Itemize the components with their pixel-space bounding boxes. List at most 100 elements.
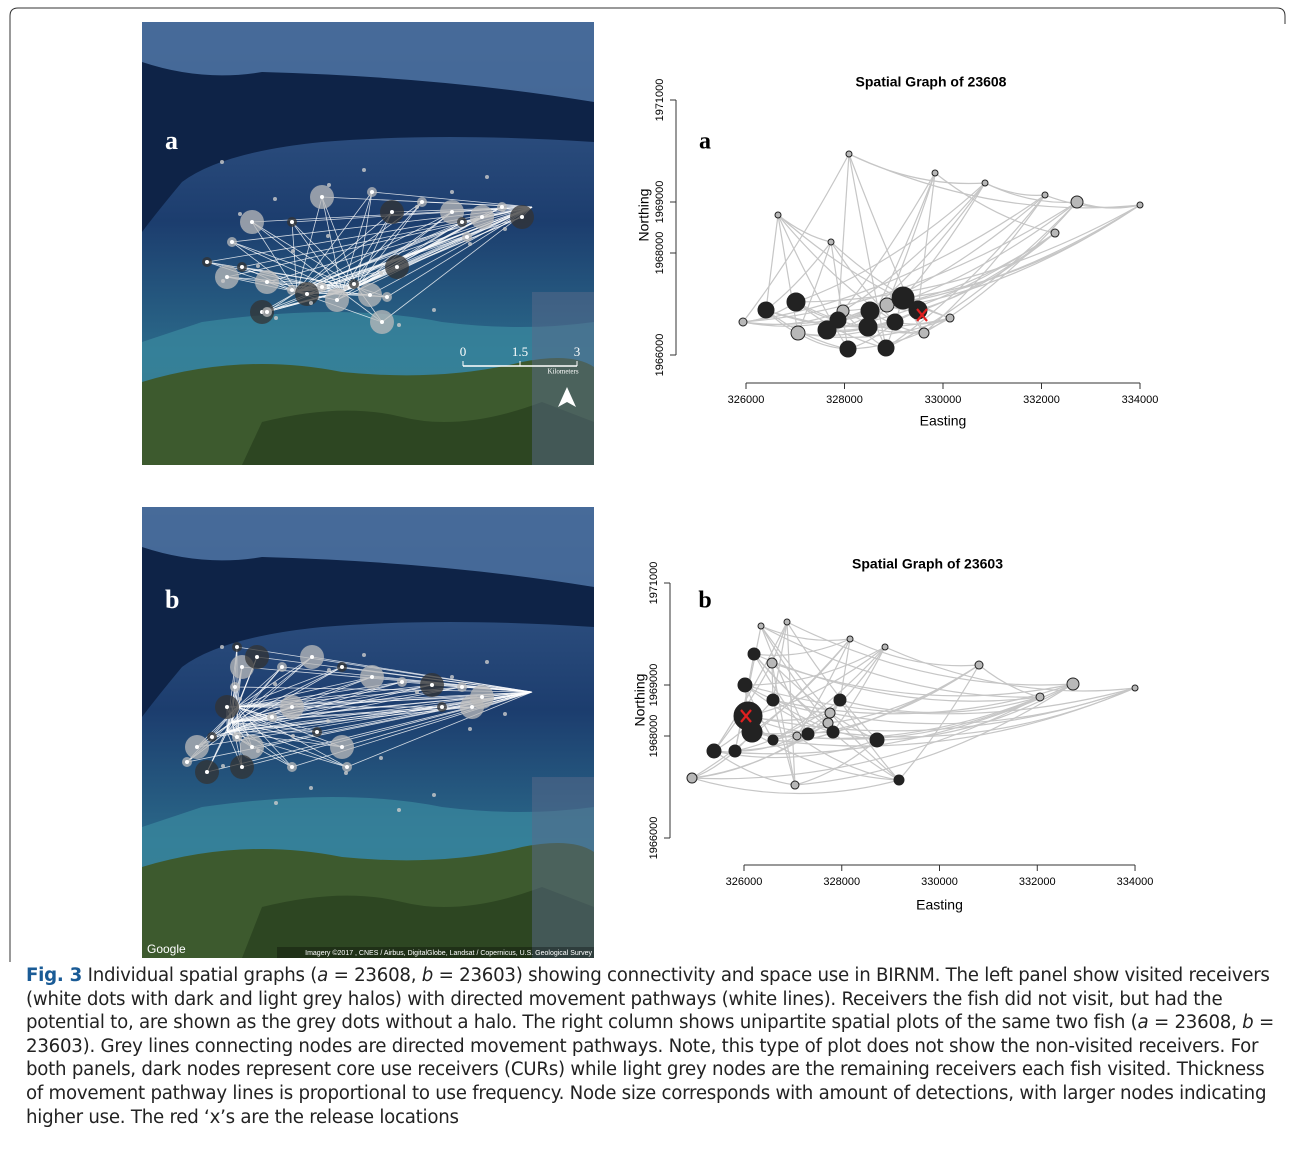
node bbox=[833, 693, 847, 707]
map-path bbox=[291, 691, 533, 768]
map-path bbox=[346, 691, 533, 768]
node bbox=[738, 317, 748, 327]
node bbox=[829, 311, 847, 329]
map-receiver bbox=[233, 685, 237, 689]
map-receiver bbox=[240, 665, 244, 669]
map-path bbox=[341, 691, 533, 748]
map-receiver bbox=[195, 745, 199, 749]
map-unvisited bbox=[326, 234, 330, 238]
map-logo: Google bbox=[147, 942, 186, 956]
edge bbox=[884, 646, 1136, 692]
node bbox=[824, 707, 836, 719]
edge bbox=[691, 777, 900, 795]
map-unvisited bbox=[273, 682, 277, 686]
node bbox=[801, 727, 815, 741]
y-axis-label: Northing bbox=[632, 674, 648, 727]
edge bbox=[777, 214, 951, 319]
edge bbox=[713, 750, 796, 786]
map-path bbox=[296, 236, 468, 293]
node bbox=[766, 657, 778, 669]
caption: Fig. 3 Individual spatial graphs (a = 23… bbox=[26, 964, 1276, 1129]
chart: Spatial Graph of 23603 b Easting Northing 32… bbox=[632, 556, 1154, 913]
map-unvisited bbox=[503, 227, 507, 231]
node bbox=[790, 325, 806, 341]
map-path bbox=[296, 206, 503, 293]
map-receiver bbox=[280, 665, 284, 669]
y-tick-label: 1969000 bbox=[648, 664, 660, 707]
map-receiver bbox=[250, 220, 254, 224]
x-tick-label: 326000 bbox=[728, 394, 765, 406]
map-unvisited bbox=[220, 645, 224, 649]
map-receiver bbox=[450, 210, 454, 214]
node bbox=[860, 301, 880, 321]
edge bbox=[747, 646, 886, 717]
map-receiver bbox=[210, 735, 214, 739]
map-path bbox=[296, 211, 453, 293]
map-path bbox=[231, 666, 343, 723]
edge bbox=[984, 182, 1046, 196]
map-path bbox=[226, 706, 473, 733]
edge bbox=[1044, 194, 1141, 209]
map-unvisited bbox=[468, 242, 472, 246]
frame bbox=[9, 7, 1286, 962]
node bbox=[1050, 228, 1060, 238]
map-receiver bbox=[400, 680, 404, 684]
map-receiver bbox=[480, 695, 484, 699]
node bbox=[1035, 692, 1045, 702]
edge bbox=[796, 696, 1041, 740]
map-unvisited bbox=[327, 668, 331, 672]
caption-run: a bbox=[1137, 1012, 1149, 1034]
edge bbox=[772, 621, 788, 701]
x-axis-label: Easting bbox=[916, 897, 963, 913]
x-tick-label: 330000 bbox=[921, 876, 958, 888]
edge bbox=[797, 317, 951, 339]
edge bbox=[760, 625, 1041, 698]
map-credit: Imagery ©2017 , CNES / Airbus, DigitalGl… bbox=[305, 949, 592, 957]
edge bbox=[902, 204, 1141, 299]
map-path bbox=[311, 656, 533, 693]
map-unvisited bbox=[450, 675, 454, 679]
map-unvisited bbox=[485, 660, 489, 664]
map-receiver bbox=[240, 265, 244, 269]
edge bbox=[772, 687, 1136, 747]
edge bbox=[934, 172, 1056, 234]
y-tick-label: 1966000 bbox=[648, 817, 660, 860]
node bbox=[891, 286, 915, 310]
map-deep bbox=[142, 547, 594, 717]
caption-run: = 23608, bbox=[328, 965, 422, 986]
map-unvisited bbox=[238, 697, 242, 701]
map-tile bbox=[532, 777, 594, 958]
map-receiver bbox=[368, 293, 372, 297]
map-path bbox=[461, 686, 533, 693]
map-path bbox=[231, 241, 298, 293]
edge bbox=[827, 664, 980, 724]
caption-run: b bbox=[421, 965, 434, 986]
map-path bbox=[341, 211, 453, 293]
edge bbox=[796, 638, 851, 737]
map-unvisited bbox=[326, 719, 330, 723]
edge bbox=[751, 696, 1041, 740]
edge bbox=[771, 662, 796, 786]
map-receiver bbox=[305, 292, 309, 296]
edge bbox=[917, 172, 936, 311]
map-receiver bbox=[185, 760, 189, 764]
map-path bbox=[236, 696, 483, 708]
node bbox=[767, 734, 779, 746]
edge bbox=[886, 172, 936, 306]
chart-title: Spatial Graph of 23608 bbox=[856, 74, 1007, 90]
map-unvisited bbox=[309, 786, 313, 790]
edge bbox=[923, 201, 1078, 334]
edge bbox=[772, 699, 796, 786]
node bbox=[774, 211, 782, 219]
node bbox=[827, 238, 835, 246]
map-unvisited bbox=[220, 160, 224, 164]
map-unvisited bbox=[432, 308, 436, 312]
map-unvisited bbox=[327, 183, 331, 187]
map-unvisited bbox=[503, 712, 507, 716]
edge bbox=[742, 153, 850, 323]
map-path bbox=[321, 196, 358, 288]
map-unvisited bbox=[256, 749, 260, 753]
caption-run: b bbox=[1242, 1012, 1254, 1034]
map-unvisited bbox=[221, 764, 225, 768]
edge bbox=[923, 194, 1046, 334]
